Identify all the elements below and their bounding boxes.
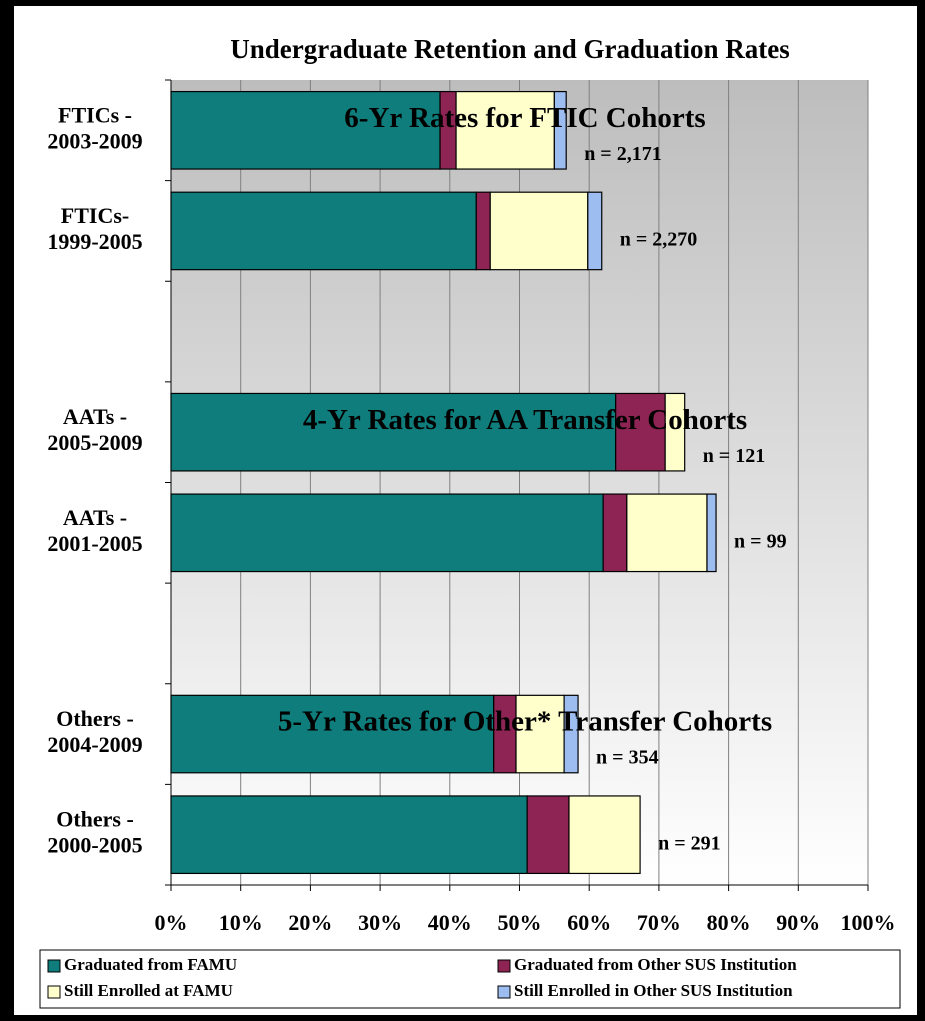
y-tick-label-line: 2000-2005 xyxy=(47,833,142,858)
y-tick-label: AATs -2005-2009 xyxy=(47,404,142,455)
x-tick-label: 40% xyxy=(428,910,472,935)
x-tick-label: 70% xyxy=(637,910,681,935)
x-tick-label: 10% xyxy=(219,910,263,935)
y-tick-label-line: 2005-2009 xyxy=(47,430,142,455)
bar-segment xyxy=(170,493,604,573)
y-tick-label: Others -2004-2009 xyxy=(47,706,142,757)
y-tick-label: FTICs-1999-2005 xyxy=(47,203,142,254)
bar-segment xyxy=(170,694,495,774)
bar-segment xyxy=(455,90,555,170)
legend-label: Graduated from FAMU xyxy=(64,955,237,974)
y-tick-label-line: AATs - xyxy=(63,505,127,530)
bar-segment xyxy=(170,392,617,472)
x-tick-label: 50% xyxy=(498,910,542,935)
y-tick-label-line: FTICs- xyxy=(61,203,129,228)
legend-label: Still Enrolled in Other SUS Institution xyxy=(514,981,793,1000)
x-tick-label: 100% xyxy=(841,910,896,935)
bar-segment xyxy=(568,795,641,875)
y-tick-label-line: Others - xyxy=(56,706,134,731)
y-tick-label: FTICs -2003-2009 xyxy=(47,102,142,153)
bar-segment xyxy=(170,90,441,170)
sample-size-label: n = 99 xyxy=(734,530,787,552)
bar-segment xyxy=(615,392,666,472)
y-tick-label-line: Others - xyxy=(56,807,134,832)
x-tick-label: 80% xyxy=(707,910,751,935)
sample-size-label: n = 121 xyxy=(703,445,766,467)
y-tick-label-line: 2004-2009 xyxy=(47,732,142,757)
bar-segment xyxy=(170,191,477,271)
y-tick-label-line: 2003-2009 xyxy=(47,128,142,153)
group-annotation: 4-Yr Rates for AA Transfer Cohorts xyxy=(303,404,747,436)
legend-swatch xyxy=(497,985,511,999)
sample-size-label: n = 354 xyxy=(596,747,659,769)
y-tick-label-line: AATs - xyxy=(63,404,127,429)
y-tick-label-line: 2001-2005 xyxy=(47,531,142,556)
bar-segment xyxy=(664,392,686,472)
bar-segment xyxy=(626,493,708,573)
legend-box xyxy=(39,949,901,1009)
group-annotation: 5-Yr Rates for Other* Transfer Cohorts xyxy=(278,706,772,738)
bar-segment xyxy=(706,493,717,573)
bar-segment xyxy=(489,191,589,271)
legend-swatch xyxy=(497,959,511,973)
bar-segment xyxy=(475,191,491,271)
legend-swatch xyxy=(47,985,61,999)
legend-swatch xyxy=(47,959,61,973)
x-tick-label: 0% xyxy=(155,910,188,935)
bar-segment xyxy=(563,694,579,774)
bar-segment xyxy=(587,191,603,271)
x-tick-label: 90% xyxy=(776,910,820,935)
y-tick-label-line: FTICs - xyxy=(58,102,132,127)
bar-segment xyxy=(515,694,565,774)
x-tick-label: 60% xyxy=(567,910,611,935)
bar-segment xyxy=(526,795,570,875)
group-annotation: 6-Yr Rates for FTIC Cohorts xyxy=(344,102,705,134)
legend-label: Graduated from Other SUS Institution xyxy=(514,955,797,974)
x-tick-label: 30% xyxy=(358,910,402,935)
x-tick-label: 20% xyxy=(288,910,332,935)
sample-size-label: n = 291 xyxy=(658,832,721,854)
y-tick-label: AATs -2001-2005 xyxy=(47,505,142,556)
bar-segment xyxy=(170,795,528,875)
bar-segment xyxy=(602,493,628,573)
y-tick-label: Others -2000-2005 xyxy=(47,807,142,858)
y-tick-label-line: 1999-2005 xyxy=(47,229,142,254)
chart-title: Undergraduate Retention and Graduation R… xyxy=(230,34,790,64)
sample-size-label: n = 2,270 xyxy=(620,229,698,251)
bar-segment xyxy=(553,90,567,170)
sample-size-label: n = 2,171 xyxy=(584,143,662,165)
legend-label: Still Enrolled at FAMU xyxy=(64,981,233,1000)
